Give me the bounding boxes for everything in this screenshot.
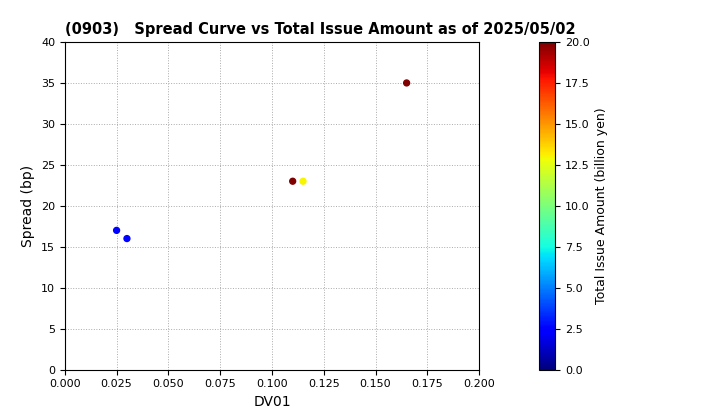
Point (111, 227, 122, 234)
Point (121, 235, 132, 242)
Point (287, 178, 299, 184)
X-axis label: DV01: DV01 (253, 395, 291, 409)
Y-axis label: Total Issue Amount (billion yen): Total Issue Amount (billion yen) (595, 108, 608, 304)
Text: (0903)   Spread Curve vs Total Issue Amount as of 2025/05/02: (0903) Spread Curve vs Total Issue Amoun… (65, 22, 575, 37)
Point (401, 79, 413, 86)
Point (297, 178, 309, 184)
Y-axis label: Spread (bp): Spread (bp) (22, 165, 35, 247)
